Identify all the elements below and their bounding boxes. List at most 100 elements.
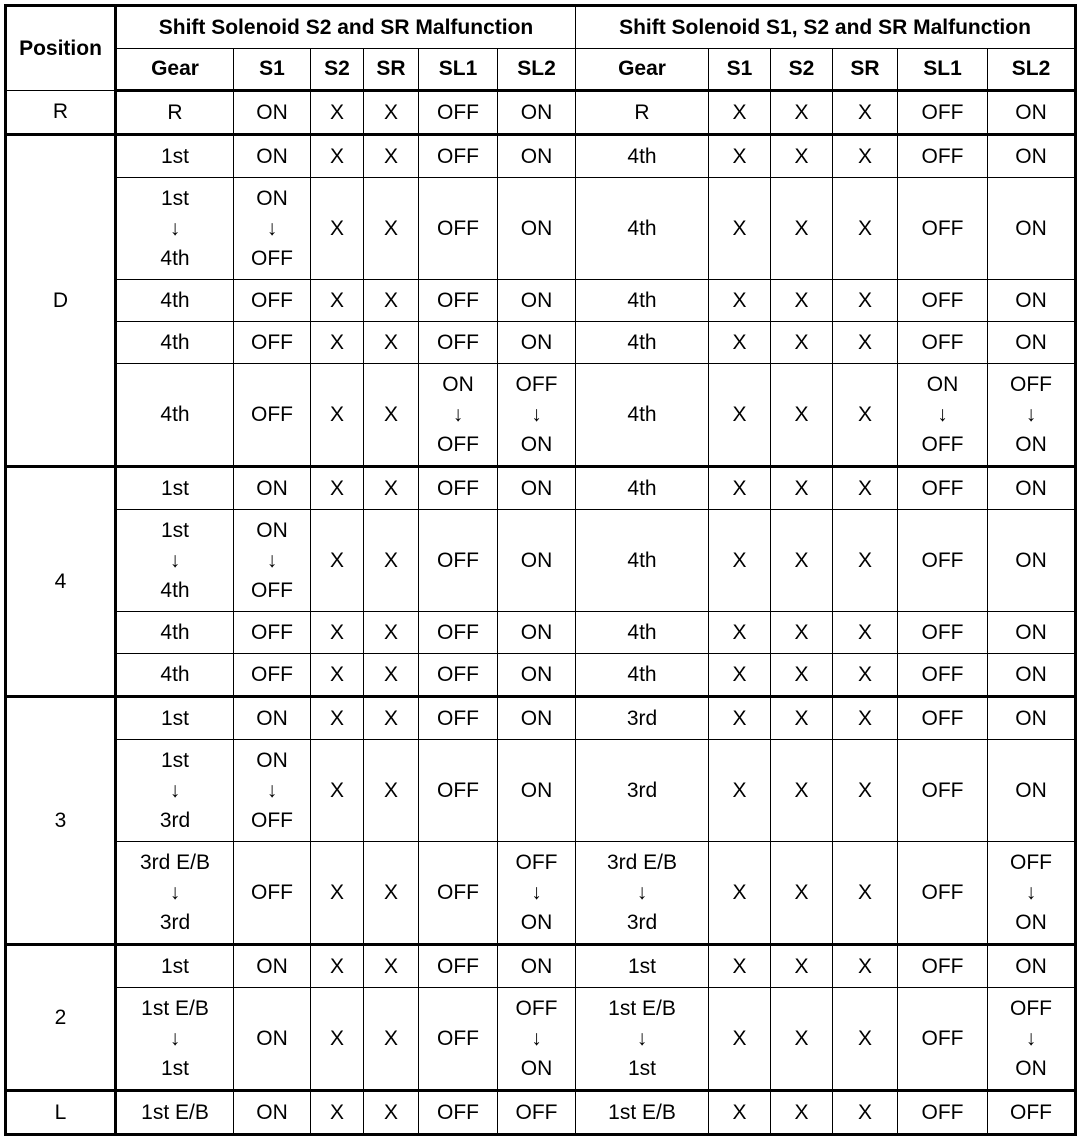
cell-sl1-1: OFF: [418, 944, 498, 988]
cell-s2-1: X: [310, 841, 364, 946]
cell-gear-2: R: [575, 90, 709, 136]
table-row: D 1st ON X X OFF ON 4th X X X OFF ON: [5, 134, 1076, 468]
cell-gear-2: 4th: [575, 509, 709, 612]
column-header-sl2-2: SL2: [987, 48, 1076, 92]
cell-sr-2: X: [832, 739, 898, 842]
cell-gear-1: 4th: [115, 611, 234, 654]
cell-s1-2: X: [708, 1090, 771, 1136]
table-row: 1st ↓ 4th ON ↓ OFF X X OFF ON 4th X X X OFF ON: [6, 177, 1076, 280]
cell-sl2-2: ON: [987, 90, 1076, 136]
cell-s2-2: X: [770, 90, 833, 136]
cell-sr-1: X: [363, 1090, 419, 1136]
cell-gear-2: 4th: [575, 134, 709, 178]
column-header-sr-2: SR: [832, 48, 898, 92]
cell-s1-1: ON: [233, 134, 311, 178]
cell-sl2-2: ON: [987, 739, 1076, 842]
cell-sl2-1: OFF ↓ ON: [497, 987, 576, 1092]
cell-s1-1: OFF: [233, 279, 311, 322]
cell-s2-1: X: [310, 696, 364, 740]
cell-gear-2: 4th: [575, 321, 709, 364]
cell-sl1-1: OFF: [418, 509, 498, 612]
cell-sr-2: X: [832, 90, 898, 136]
cell-s2-2: X: [770, 653, 833, 698]
cell-sl2-1: OFF: [497, 1090, 576, 1136]
cell-sl2-1: ON: [497, 696, 576, 740]
table-row: 4th OFF X X OFF ON 4th X X X OFF ON: [6, 653, 1076, 698]
cell-sl1-2: OFF: [897, 944, 988, 988]
cell-gear-2: 1st: [575, 944, 709, 988]
cell-gear-2: 4th: [575, 279, 709, 322]
cell-gear-2: 3rd: [575, 739, 709, 842]
cell-sl2-2: ON: [987, 321, 1076, 364]
cell-sl1-1: OFF: [418, 841, 498, 946]
cell-s2-2: X: [770, 611, 833, 654]
table-row: 2 1st ON X X OFF ON 1st X X X OFF ON: [5, 944, 1076, 1092]
cell-sl2-2: ON: [987, 509, 1076, 612]
cell-s1-2: X: [708, 509, 771, 612]
cell-gear-1: 4th: [115, 321, 234, 364]
cell-s1-1: ON: [233, 466, 311, 510]
column-header-s2-2: S2: [770, 48, 833, 92]
cell-sl2-2: ON: [987, 611, 1076, 654]
cell-s2-1: X: [310, 134, 364, 178]
cell-sl1-2: OFF: [897, 134, 988, 178]
cell-gear-2: 4th: [575, 177, 709, 280]
cell-s1-2: X: [708, 841, 771, 946]
cell-sr-1: X: [363, 509, 419, 612]
cell-sl2-2: ON: [987, 653, 1076, 698]
cell-gear-1: R: [115, 90, 234, 136]
cell-s2-2: X: [770, 739, 833, 842]
cell-sr-2: X: [832, 987, 898, 1092]
cell-s2-2: X: [770, 134, 833, 178]
cell-sl1-2: OFF: [897, 177, 988, 280]
position-cell: 3: [5, 696, 117, 946]
cell-gear-1: 1st: [115, 134, 234, 178]
cell-s2-2: X: [770, 987, 833, 1092]
cell-sr-2: X: [832, 1090, 898, 1136]
table-row: L 1st E/B ON X X OFF OFF 1st E/B X X X OFF OFF: [5, 1090, 1076, 1136]
cell-s2-1: X: [310, 1090, 364, 1136]
cell-s1-1: OFF: [233, 321, 311, 364]
cell-sr-2: X: [832, 177, 898, 280]
cell-sl1-1: OFF: [418, 653, 498, 698]
cell-s1-2: X: [708, 944, 771, 988]
cell-sr-2: X: [832, 363, 898, 468]
cell-sl1-1: OFF: [418, 987, 498, 1092]
table-row: 3 1st ON X X OFF ON 3rd X X X OFF ON: [5, 696, 1076, 946]
cell-s2-1: X: [310, 611, 364, 654]
cell-sl2-2: ON: [987, 279, 1076, 322]
cell-gear-1: 1st E/B ↓ 1st: [115, 987, 234, 1092]
cell-gear-2: 3rd: [575, 696, 709, 740]
cell-sl1-1: ON ↓ OFF: [418, 363, 498, 468]
cell-gear-2: 4th: [575, 611, 709, 654]
cell-s1-2: X: [708, 90, 771, 136]
cell-s2-1: X: [310, 90, 364, 136]
cell-s1-1: ON: [233, 1090, 311, 1136]
cell-sr-1: X: [363, 90, 419, 136]
column-header-gear-1: Gear: [115, 48, 234, 92]
column-header-sl1-2: SL1: [897, 48, 988, 92]
cell-s2-2: X: [770, 944, 833, 988]
cell-s1-2: X: [708, 363, 771, 468]
cell-s1-1: ON ↓ OFF: [233, 509, 311, 612]
cell-sl1-2: OFF: [897, 987, 988, 1092]
cell-sr-1: X: [363, 653, 419, 698]
cell-s1-1: ON: [233, 987, 311, 1092]
column-header-sr-1: SR: [363, 48, 419, 92]
cell-s1-2: X: [708, 739, 771, 842]
cell-sl1-2: OFF: [897, 841, 988, 946]
cell-s2-2: X: [770, 466, 833, 510]
cell-sr-1: X: [363, 363, 419, 468]
cell-s2-1: X: [310, 739, 364, 842]
cell-s2-1: X: [310, 279, 364, 322]
cell-sl1-2: OFF: [897, 611, 988, 654]
column-header-s2-1: S2: [310, 48, 364, 92]
cell-s1-1: ON ↓ OFF: [233, 177, 311, 280]
cell-sr-1: X: [363, 177, 419, 280]
position-cell: 2: [5, 944, 117, 1092]
cell-sl2-1: ON: [497, 944, 576, 988]
cell-sl1-1: OFF: [418, 739, 498, 842]
cell-sr-1: X: [363, 944, 419, 988]
cell-s1-2: X: [708, 466, 771, 510]
cell-sl1-1: OFF: [418, 1090, 498, 1136]
